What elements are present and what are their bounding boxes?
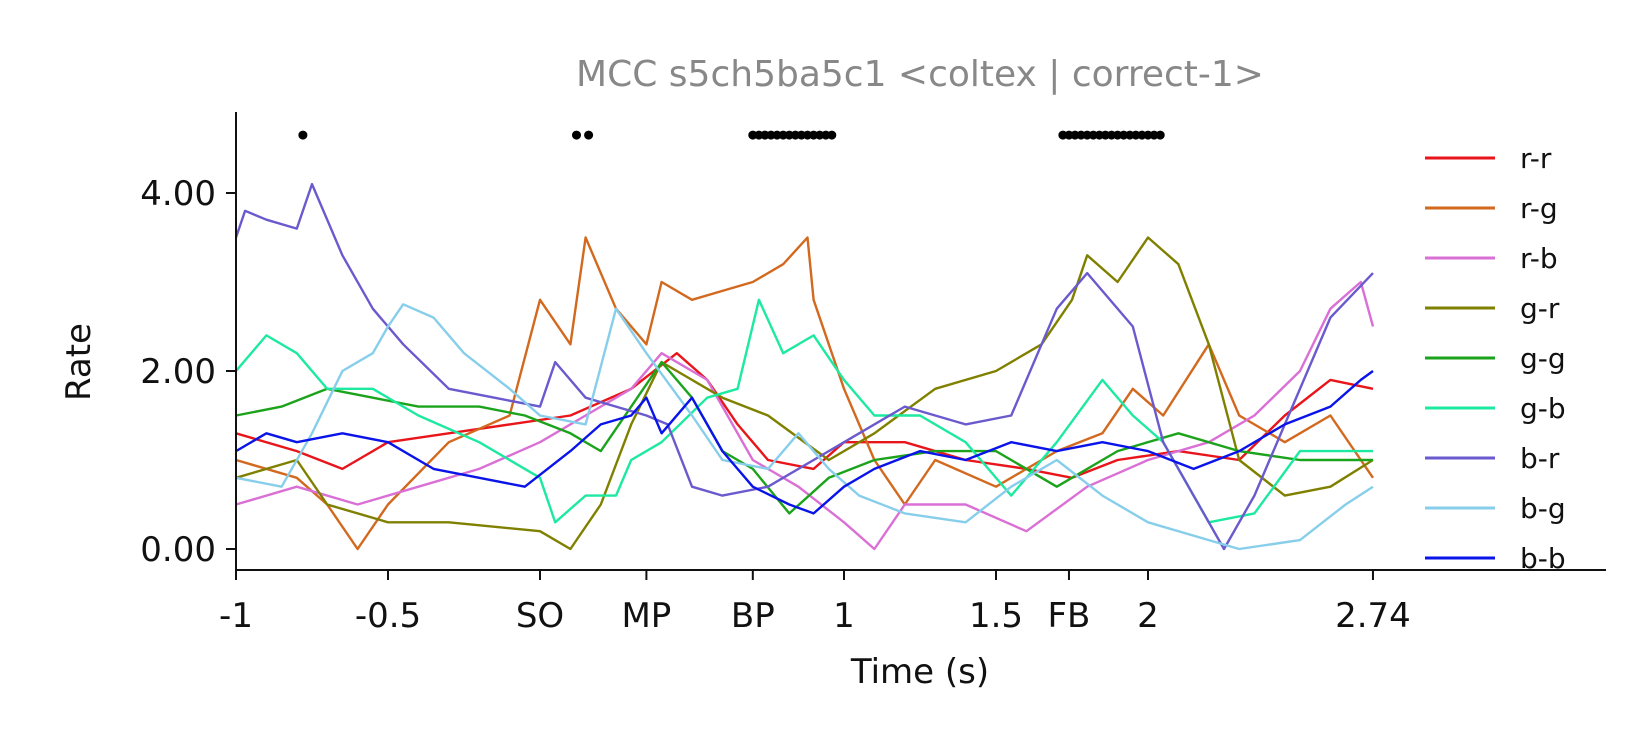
plot-lines — [234, 182, 1375, 551]
x-tick-label: SO — [516, 596, 564, 636]
series-line-r-g — [235, 236, 1374, 551]
series-line-g-b — [235, 298, 1373, 524]
x-tick-label: 2 — [1137, 596, 1159, 636]
legend: r-r r-g r-b g-r g-g g-b b-r b-g b-b — [1425, 142, 1566, 575]
series-line-b-b — [235, 370, 1374, 515]
x-tick-label: 1 — [833, 596, 855, 636]
legend-label-r-r: r-r — [1520, 142, 1552, 175]
significance-markers — [298, 130, 1165, 140]
series-line-g-r — [235, 236, 1374, 551]
series-line-r-b — [235, 280, 1375, 551]
x-tick-label: 1.5 — [969, 596, 1023, 636]
series-line-b-g — [235, 303, 1374, 551]
chart-title: MCC s5ch5ba5c1 <coltex | correct-1> — [576, 54, 1264, 95]
legend-label-b-r: b-r — [1520, 442, 1560, 475]
y-tick-label: 2.00 — [140, 352, 216, 392]
significance-dot — [572, 130, 581, 140]
y-ticks: 0.00 2.00 4.00 — [140, 174, 236, 570]
y-tick-label: 4.00 — [140, 174, 216, 214]
x-tick-label: BP — [731, 596, 775, 636]
legend-label-g-g: g-g — [1520, 342, 1566, 375]
y-tick-label: 0.00 — [140, 530, 216, 570]
series-line-r-r — [235, 352, 1374, 479]
x-tick-label: 2.74 — [1335, 596, 1411, 636]
legend-label-r-g: r-g — [1520, 192, 1558, 225]
significance-dot — [584, 130, 594, 140]
series-line-b-r — [234, 182, 1374, 551]
legend-label-g-b: g-b — [1520, 392, 1566, 425]
significance-dot — [827, 130, 837, 140]
legend-label-b-g: b-g — [1520, 492, 1566, 525]
legend-label-b-b: b-b — [1520, 542, 1566, 575]
y-axis-title: Rate — [59, 323, 99, 401]
legend-label-g-r: g-r — [1520, 292, 1560, 325]
x-tick-label: MP — [621, 596, 671, 636]
significance-dot — [298, 130, 308, 140]
x-tick-label: -1 — [219, 596, 253, 636]
x-axis-title: Time (s) — [850, 652, 989, 692]
x-tick-label: FB — [1048, 596, 1091, 636]
x-tick-label: -0.5 — [355, 596, 421, 636]
significance-dot — [1155, 130, 1165, 140]
legend-label-r-b: r-b — [1520, 242, 1558, 275]
x-ticks: -1 -0.5 SO MP BP 1 1.5 FB 2 2.74 — [219, 570, 1411, 636]
